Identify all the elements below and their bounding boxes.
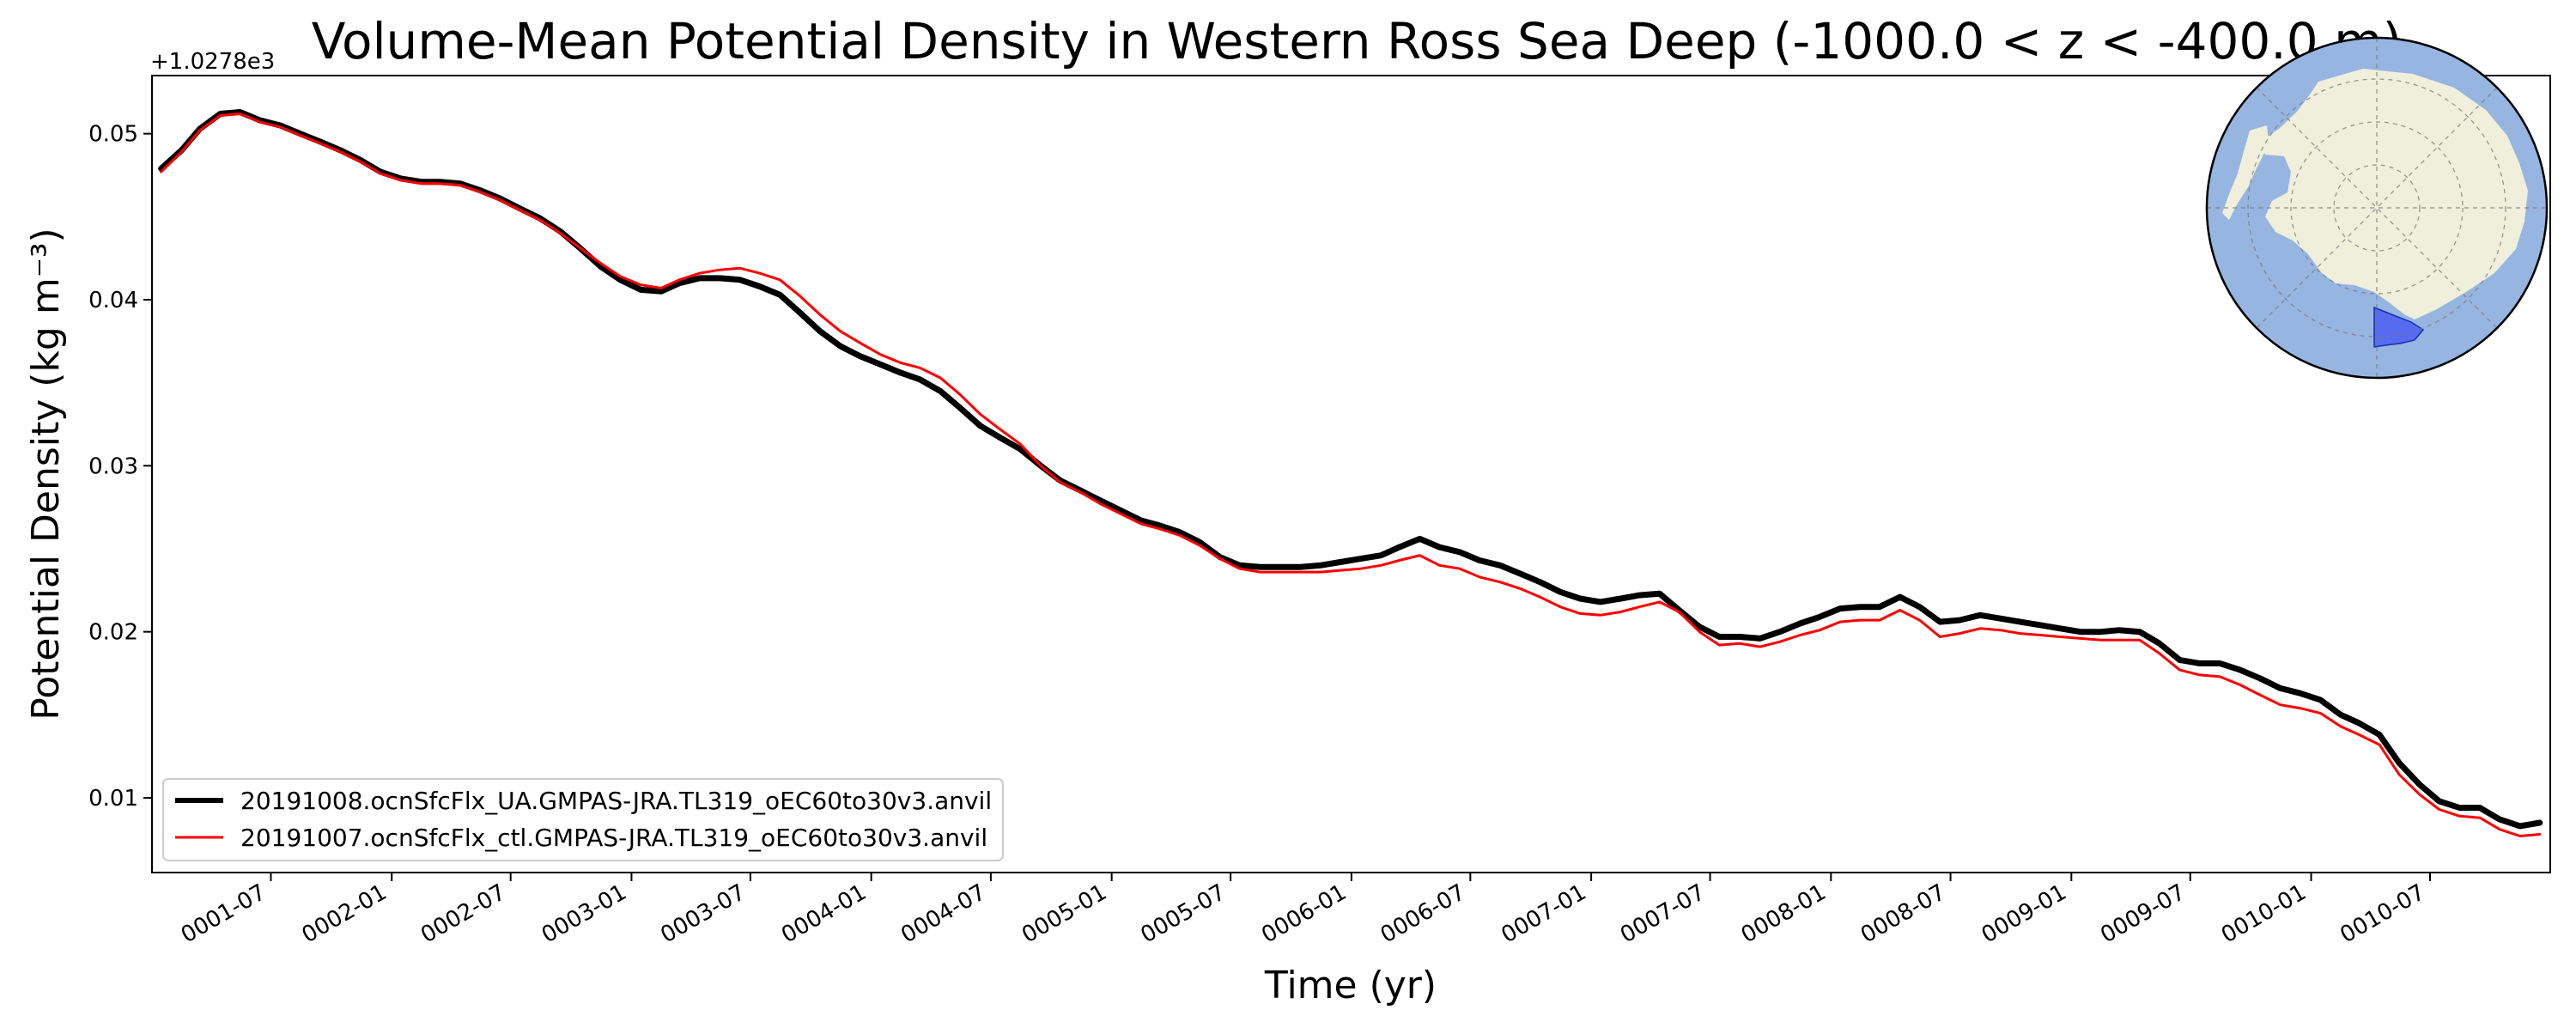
chart-title: Volume-Mean Potential Density in Western… — [312, 12, 2402, 70]
series-line-ua — [158, 109, 2543, 830]
y-tick-label: 0.03 — [88, 453, 138, 479]
legend: 20191008.ocnSfcFlx_UA.GMPAS-JRA.TL319_oE… — [162, 778, 1004, 861]
map-highlighted-region — [2373, 306, 2425, 348]
legend-label-ua: 20191008.ocnSfcFlx_UA.GMPAS-JRA.TL319_oE… — [240, 787, 992, 815]
x-axis-label: Time (yr) — [1264, 964, 1437, 1007]
series-line-ctl — [160, 113, 2542, 837]
y-axis-label: Potential Density (kg m⁻³) — [24, 228, 68, 720]
map-border — [2205, 36, 2549, 380]
plot-area — [158, 109, 2543, 837]
y-offset-label: +1.0278e3 — [150, 49, 275, 75]
y-tick-label: 0.02 — [88, 620, 138, 646]
y-tick-label: 0.05 — [88, 122, 138, 148]
y-tick-label: 0.01 — [88, 786, 138, 812]
legend-box — [162, 778, 1004, 861]
y-axis-ticks: 0.01 0.02 0.03 0.04 0.05 — [88, 122, 152, 812]
legend-label-ctl: 20191007.ocnSfcFlx_ctl.GMPAS-JRA.TL319_o… — [240, 824, 987, 852]
y-tick-label: 0.04 — [88, 288, 138, 313]
map-graticule — [2207, 38, 2547, 378]
inset-map — [2205, 36, 2549, 380]
map-antarctica-land — [2222, 69, 2528, 319]
